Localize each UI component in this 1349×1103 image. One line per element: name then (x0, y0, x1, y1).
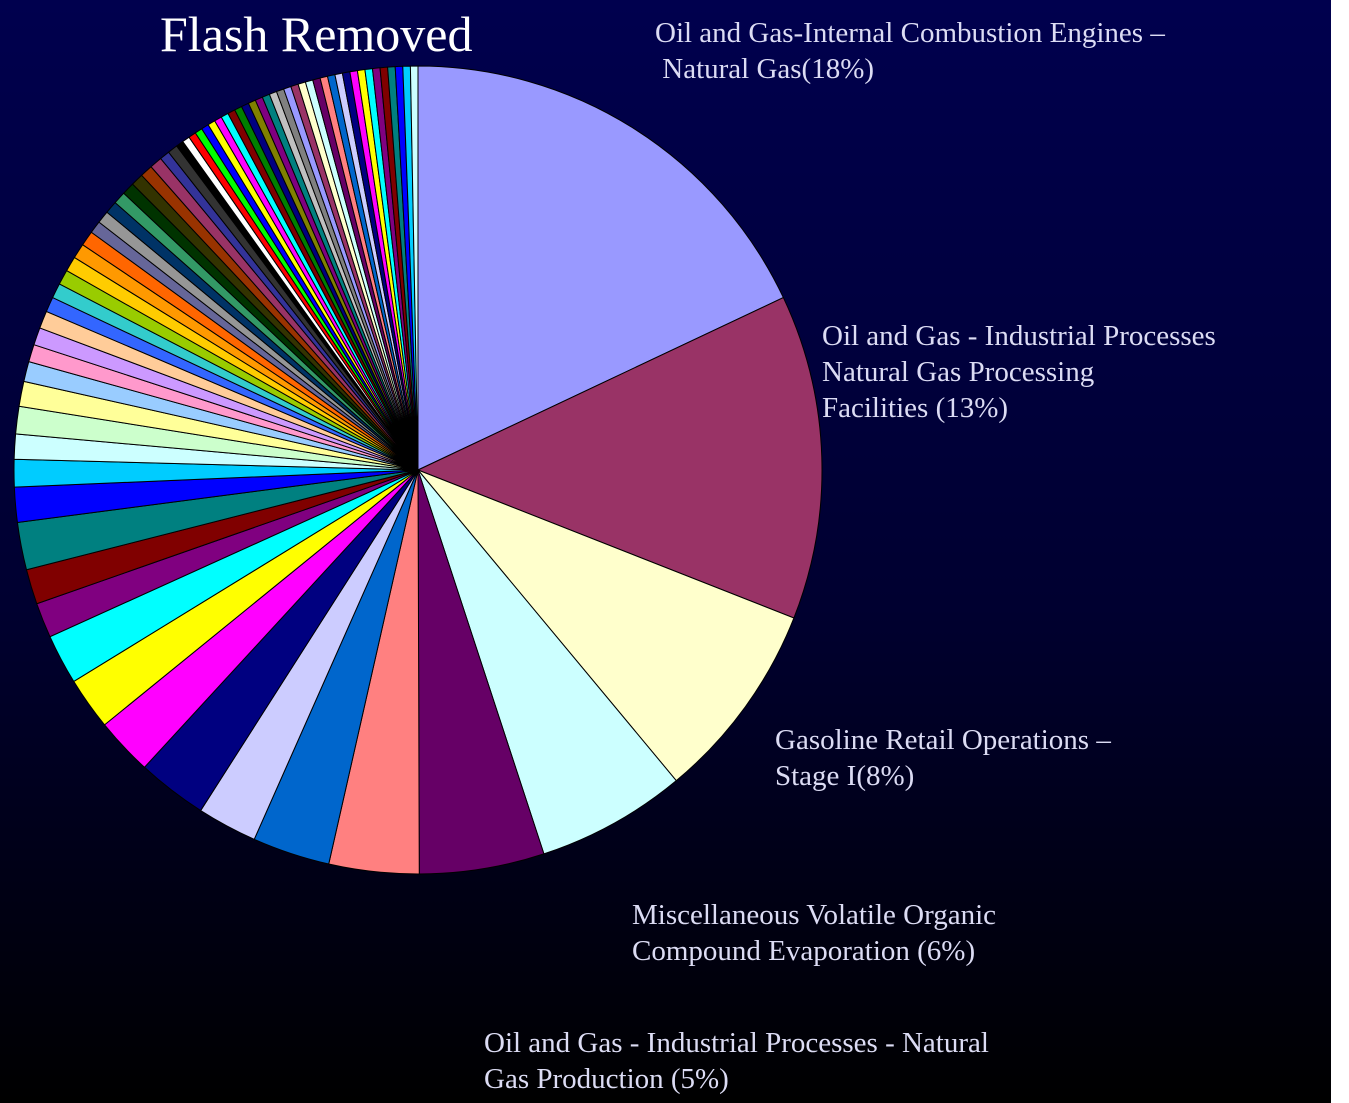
chart-title: Flash Removed (160, 6, 473, 62)
slice-label: Gasoline Retail Operations – Stage I(8%) (775, 724, 1111, 792)
pie-slice (409, 65, 419, 471)
pie-slice (416, 296, 823, 619)
pie-slice (417, 469, 677, 855)
pie-slice (417, 469, 795, 782)
slice-label: Oil and Gas-Internal Combustion Engines … (655, 17, 1165, 85)
pie-slice (417, 65, 785, 471)
slice-label: Oil and Gas - Industrial Processes - Nat… (484, 1027, 989, 1095)
slice-label: Oil and Gas - Industrial Processes Natur… (822, 320, 1216, 424)
slice-label: Miscellaneous Volatile Organic Compound … (632, 899, 997, 967)
